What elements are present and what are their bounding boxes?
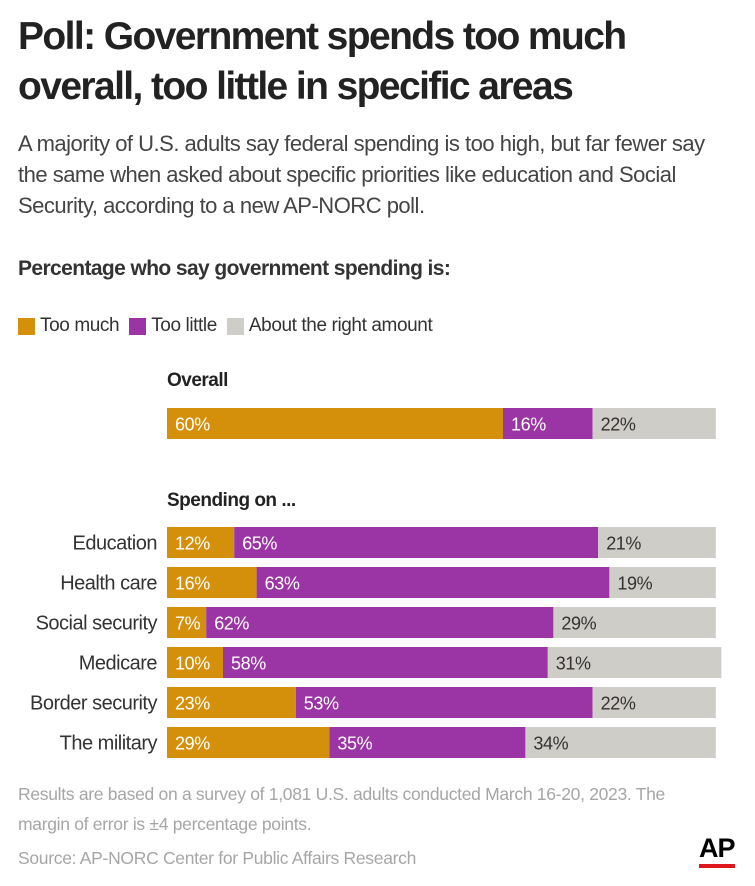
data-label-the-military-too-much: 29%: [175, 734, 210, 754]
source-credit: Source: AP-NORC Center for Public Affair…: [18, 848, 417, 868]
legend-item-too-little: Too little: [129, 315, 217, 337]
data-label-the-military-about-the-right-amount: 34%: [533, 734, 568, 754]
data-label-border-security-too-much: 23%: [175, 694, 210, 714]
data-label-social-security-too-little: 62%: [214, 614, 249, 634]
bar-border-security-about-the-right-amount: [592, 687, 716, 718]
data-label-social-security-about-the-right-amount: 29%: [561, 614, 596, 634]
bar-social-security-about-the-right-amount: [553, 607, 716, 638]
legend-swatch-about-right: [226, 317, 244, 335]
bar-health-care-too-much: [167, 567, 257, 598]
bar-social-security-too-much: [167, 607, 207, 638]
group-label-spending-on: Spending on ...: [167, 490, 296, 511]
bar-medicare-too-much: [167, 647, 223, 678]
chart-subtitle: A majority of U.S. adults say federal sp…: [18, 131, 705, 218]
legend-label-too-little: Too little: [151, 315, 217, 336]
data-label-health-care-too-much: 16%: [175, 574, 210, 594]
bar-border-security-too-much: [167, 687, 296, 718]
bar-medicare-too-little: [223, 647, 548, 678]
legend-label-too-much: Too much: [40, 315, 120, 336]
bar-education-too-much: [167, 527, 235, 558]
data-label-overall-too-much: 60%: [175, 415, 210, 435]
bar-the-military-too-much: [167, 727, 330, 758]
category-label-medicare: Medicare: [79, 653, 158, 675]
bar-medicare-about-the-right-amount: [547, 647, 722, 678]
bar-health-care-too-little: [256, 567, 610, 598]
bar-the-military-about-the-right-amount: [525, 727, 716, 758]
category-label-border-security: Border security: [30, 693, 157, 715]
legend-swatch-too-little: [129, 317, 147, 335]
ap-logo-text: AP: [699, 833, 736, 863]
data-label-education-too-much: 12%: [175, 534, 210, 554]
data-label-border-security-about-the-right-amount: 22%: [601, 694, 636, 714]
bar-the-military-too-little: [329, 727, 526, 758]
group-label-overall: Overall: [167, 370, 228, 391]
bar-border-security-too-little: [295, 687, 593, 718]
category-label-the-military: The military: [60, 733, 158, 755]
ap-logo: AP: [699, 834, 739, 872]
data-label-health-care-too-little: 63%: [265, 574, 300, 594]
data-label-social-security-too-much: 7%: [175, 614, 201, 634]
bar-overall-too-little: [503, 408, 593, 439]
chart-title: Poll: Government spends too much overall…: [18, 15, 627, 108]
data-label-overall-too-little: 16%: [511, 415, 546, 435]
data-label-education-too-little: 65%: [242, 534, 277, 554]
data-label-overall-about-the-right-amount: 22%: [601, 415, 636, 435]
bar-education-about-the-right-amount: [598, 527, 716, 558]
ap-logo-red-bar: [699, 864, 735, 868]
data-label-medicare-too-little: 58%: [231, 654, 266, 674]
legend: Too much Too little About the right amou…: [18, 313, 433, 339]
data-label-health-care-about-the-right-amount: 19%: [617, 574, 652, 594]
data-label-the-military-too-little: 35%: [337, 734, 372, 754]
footnote: Results are based on a survey of 1,081 U…: [18, 784, 665, 834]
bar-health-care-about-the-right-amount: [609, 567, 716, 598]
data-label-medicare-about-the-right-amount: 31%: [556, 654, 591, 674]
legend-item-about-right: About the right amount: [226, 315, 433, 337]
category-label-education: Education: [73, 533, 157, 555]
data-label-education-about-the-right-amount: 21%: [606, 534, 641, 554]
legend-swatch-too-much: [18, 317, 35, 335]
legend-label-about-right: About the right amount: [248, 315, 433, 336]
chart-heading: Percentage who say government spending i…: [18, 257, 451, 280]
category-label-social-security: Social security: [36, 613, 158, 635]
data-label-medicare-too-much: 10%: [175, 654, 210, 674]
bar-social-security-too-little: [206, 607, 554, 638]
bar-overall-too-much: [167, 408, 503, 439]
category-label-health-care: Health care: [60, 573, 157, 595]
bar-overall-about-the-right-amount: [592, 408, 716, 439]
data-label-border-security-too-little: 53%: [304, 694, 339, 714]
bar-education-too-little: [234, 527, 599, 558]
legend-item-too-much: Too much: [18, 315, 120, 337]
